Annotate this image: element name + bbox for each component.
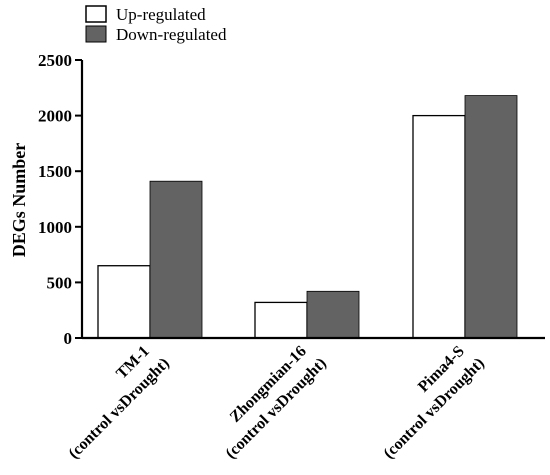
- bar-up-1: [254, 301, 308, 339]
- y-tick-label-1500: 1500: [38, 162, 72, 181]
- bar-down-0: [149, 180, 203, 339]
- bar-up-0: [97, 265, 151, 339]
- y-tick-label-0: 0: [64, 329, 73, 348]
- bar-down-2: [464, 95, 518, 339]
- legend-swatch-down-regulated: [85, 25, 107, 43]
- y-axis-ticks: 0 500 1000 1500 2000 2500: [38, 51, 82, 348]
- legend-label-up-regulated: Up-regulated: [116, 5, 206, 24]
- x-axis-category-labels: TM-1(control vsDrought) Zhongmian-16(cont…: [65, 343, 487, 463]
- y-tick-label-1000: 1000: [38, 218, 72, 237]
- legend-label-down-regulated: Down-regulated: [116, 25, 227, 44]
- bar-up-2: [412, 114, 466, 339]
- bar-down-1: [306, 290, 360, 339]
- bars: [97, 95, 518, 339]
- legend: Up-regulated Down-regulated: [85, 5, 227, 44]
- y-tick-label-2000: 2000: [38, 107, 72, 126]
- legend-swatch-up-regulated: [85, 5, 107, 23]
- y-tick-label-2500: 2500: [38, 51, 72, 70]
- y-tick-label-500: 500: [47, 273, 73, 292]
- y-axis-label: DEGs Number: [9, 143, 29, 258]
